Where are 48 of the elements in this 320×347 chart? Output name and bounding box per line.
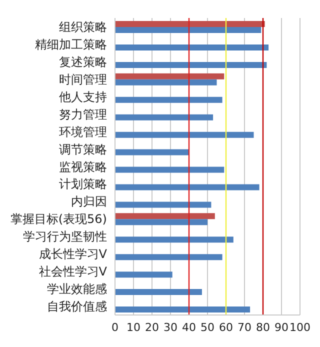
x-tick-label: 40 xyxy=(182,320,196,334)
x-tick-label: 90 xyxy=(274,320,288,334)
y-tick-label: 掌握目标(表现56) xyxy=(10,212,107,226)
y-tick-label: 自我价值感 xyxy=(47,300,107,314)
y-tick-label: 学业效能感 xyxy=(47,282,107,296)
y-tick-label: 监视策略 xyxy=(59,160,107,174)
y-tick-label: 时间管理 xyxy=(59,72,107,86)
x-tick-label: 100 xyxy=(290,320,310,334)
bar xyxy=(115,219,208,226)
y-tick-label: 计划策略 xyxy=(59,177,107,192)
bar xyxy=(115,21,265,27)
x-tick-label: 60 xyxy=(219,320,233,334)
bar xyxy=(115,202,212,208)
y-tick-label: 精细加工策略 xyxy=(35,37,107,52)
y-tick-label: 组织策略 xyxy=(59,20,107,34)
x-tick-label: 80 xyxy=(256,320,270,334)
bar xyxy=(115,306,250,313)
bar xyxy=(115,114,214,120)
x-tick-label: 20 xyxy=(145,320,159,334)
x-tick-label: 10 xyxy=(126,320,140,334)
x-tick-label: 0 xyxy=(112,320,118,334)
y-tick-label: 社会性学习V xyxy=(38,264,108,279)
y-tick-label: 成长性学习V xyxy=(38,247,108,262)
bar xyxy=(115,236,234,243)
y-tick-label: 环境管理 xyxy=(59,124,107,139)
bar xyxy=(115,44,269,50)
bar xyxy=(115,27,262,33)
bar xyxy=(115,272,172,278)
y-tick-label: 他人支持 xyxy=(59,90,107,104)
bar xyxy=(115,213,215,220)
y-tick-label: 努力管理 xyxy=(59,107,107,122)
y-tick-label: 调节策略 xyxy=(59,142,107,156)
y-tick-label: 学习行为坚韧性 xyxy=(23,230,107,244)
x-tick-label: 50 xyxy=(200,320,214,334)
bar xyxy=(115,79,217,86)
bar xyxy=(115,62,267,68)
y-tick-label: 内归因 xyxy=(71,194,107,209)
x-tick-label: 30 xyxy=(164,320,178,334)
bar xyxy=(115,96,222,103)
bar xyxy=(115,289,202,296)
bar xyxy=(115,149,189,156)
bar xyxy=(115,166,224,173)
bar xyxy=(115,254,222,260)
bar xyxy=(115,132,254,138)
y-tick-label: 复述策略 xyxy=(59,54,107,69)
x-tick-label: 70 xyxy=(238,320,252,334)
bar xyxy=(115,73,224,80)
bar xyxy=(115,184,260,190)
